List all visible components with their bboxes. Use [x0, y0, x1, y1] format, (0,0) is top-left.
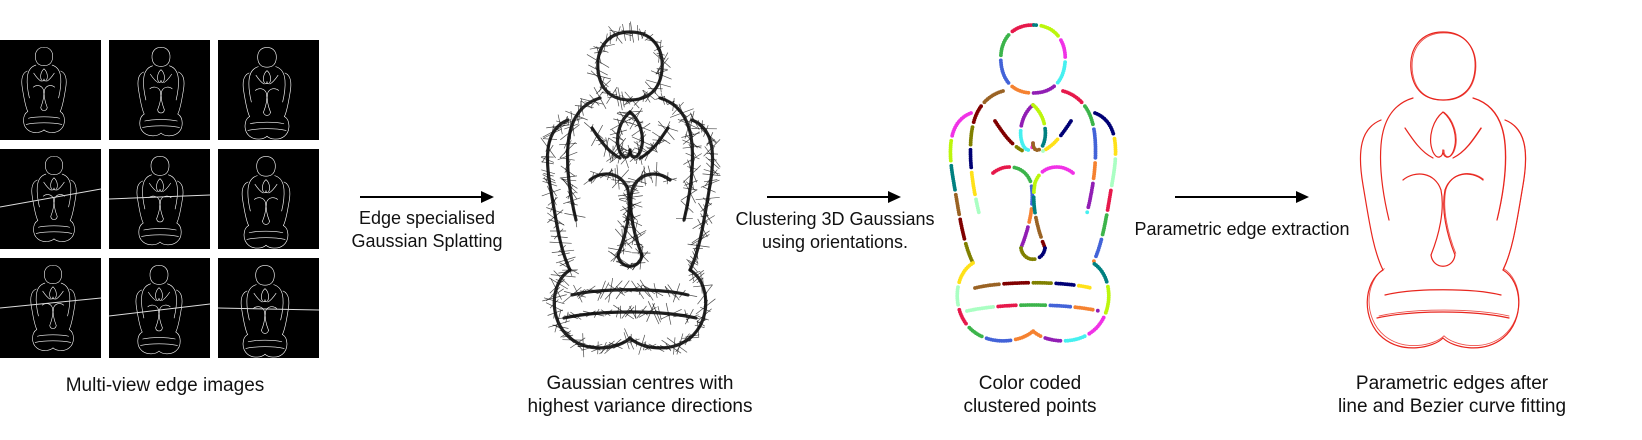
- caption-line: Parametric edges after: [1355, 373, 1549, 394]
- arrow-label-line: using orientations.: [761, 232, 909, 252]
- edge-view-thumbnail: [218, 40, 319, 140]
- caption-line: clustered points: [963, 396, 1097, 417]
- caption-line: Gaussian centres with: [546, 373, 734, 394]
- parametric-edges-figure: [1359, 31, 1527, 349]
- edge-view-thumbnail: [0, 258, 101, 358]
- arrow-label-line: Clustering 3D Gaussians: [735, 209, 935, 229]
- arrow-right-icon: [767, 191, 901, 203]
- arrow-label-line: Parametric edge extraction: [1134, 219, 1350, 239]
- edge-view-thumbnail: [109, 149, 210, 249]
- stage-caption-parametric-edges: Parametric edges after line and Bezier c…: [1302, 372, 1602, 418]
- arrow-label-line: Edge specialised: [358, 208, 496, 228]
- stage-caption-gaussian-centres: Gaussian centres with highest variance d…: [490, 372, 790, 418]
- caption-line: Color coded: [978, 373, 1082, 394]
- arrow-right-icon: [360, 191, 494, 203]
- arrow-label-parametric-extraction: Parametric edge extraction: [1120, 218, 1364, 241]
- edge-view-thumbnail: [109, 258, 210, 358]
- arrow-label-clustering: Clustering 3D Gaussians using orientatio…: [722, 208, 948, 254]
- arrow-label-gaussian-splatting: Edge specialised Gaussian Splatting: [320, 207, 534, 253]
- caption-line: line and Bezier curve fitting: [1337, 396, 1567, 417]
- caption-line: Multi-view edge images: [65, 375, 265, 396]
- stage-caption-edge-images: Multi-view edge images: [0, 374, 330, 397]
- clustered-points-figure: [948, 23, 1118, 343]
- edge-view-thumbnail: [218, 258, 319, 358]
- arrow-label-line: Gaussian Splatting: [351, 231, 503, 251]
- caption-line: highest variance directions: [527, 396, 753, 417]
- arrow-right-icon: [1175, 191, 1309, 203]
- edge-view-thumbnail: [0, 149, 101, 249]
- gaussian-centres-figure: [540, 21, 721, 358]
- edge-view-thumbnail: [109, 40, 210, 140]
- edge-view-thumbnail: [0, 40, 101, 140]
- edge-view-thumbnail: [218, 149, 319, 249]
- stage-caption-clustered-points: Color coded clustered points: [880, 372, 1180, 418]
